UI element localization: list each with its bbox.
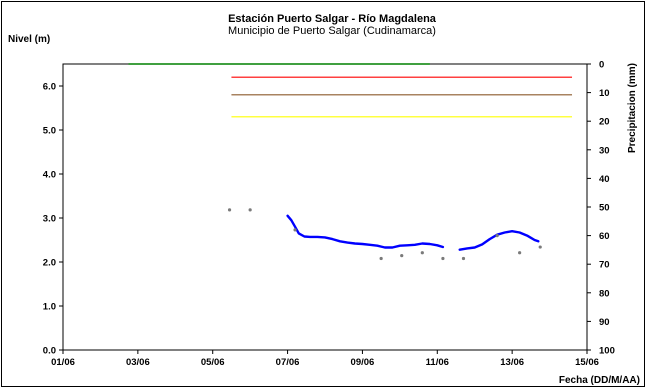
precipitation-point bbox=[518, 251, 522, 255]
x-tick-label: 03/06 bbox=[126, 357, 150, 368]
level-series-nivel-2 bbox=[458, 230, 540, 251]
precipitation-point bbox=[420, 251, 424, 255]
y-tick-label: 4.0 bbox=[43, 170, 56, 181]
precipitation-point bbox=[379, 256, 383, 261]
x-tick-label: 01/06 bbox=[51, 357, 75, 368]
precipitation-point bbox=[441, 256, 445, 261]
x-tick-label: 11/06 bbox=[426, 357, 449, 368]
y2-tick-label: 60 bbox=[599, 231, 610, 242]
y-tick-label: 2.0 bbox=[43, 258, 56, 269]
y2-tick-label: 100 bbox=[599, 346, 615, 357]
precipitation-point bbox=[248, 208, 252, 212]
y2-tick-label: 50 bbox=[599, 203, 610, 214]
chart-subtitle: Municipio de Puerto Salgar (Cudinamarca) bbox=[228, 25, 436, 37]
y2-tick-label: 0 bbox=[599, 60, 604, 71]
x-tick-label: 09/06 bbox=[351, 357, 375, 368]
x-tick-label: 15/06 bbox=[575, 357, 599, 368]
y-tick-label: 0.0 bbox=[43, 346, 56, 357]
x-axis-label: Fecha (DD/M/AA) bbox=[559, 375, 640, 386]
y2-axis-label: Precipitacion (mm) bbox=[627, 63, 638, 153]
y2-tick-label: 10 bbox=[599, 88, 610, 99]
y-tick-label: 6.0 bbox=[43, 82, 56, 93]
y2-tick-label: 80 bbox=[599, 288, 610, 299]
y-axis-label: Nivel (m) bbox=[8, 34, 50, 45]
precipitation-point bbox=[538, 245, 542, 249]
x-tick-label: 13/06 bbox=[500, 357, 524, 368]
y2-tick-label: 30 bbox=[599, 145, 610, 156]
precipitation-point bbox=[495, 234, 499, 238]
y2-tick-label: 70 bbox=[599, 260, 610, 271]
x-tick-label: 07/06 bbox=[276, 357, 300, 368]
precipitation-point bbox=[461, 256, 466, 261]
chart-title: Estación Puerto Salgar - Río Magdalena bbox=[228, 13, 437, 25]
x-tick-label: 05/06 bbox=[201, 357, 225, 368]
y-tick-label: 5.0 bbox=[43, 126, 56, 137]
precipitation-point bbox=[400, 254, 404, 258]
precipitation-point bbox=[293, 228, 297, 232]
y2-tick-label: 20 bbox=[599, 117, 610, 128]
y2-tick-label: 90 bbox=[599, 317, 610, 328]
y2-tick-label: 40 bbox=[599, 174, 610, 185]
level-series-nivel-1 bbox=[286, 214, 445, 249]
plot-area bbox=[62, 63, 588, 351]
y-tick-label: 3.0 bbox=[43, 214, 56, 225]
y-tick-label: 1.0 bbox=[43, 302, 56, 313]
precipitation-point bbox=[227, 208, 232, 212]
